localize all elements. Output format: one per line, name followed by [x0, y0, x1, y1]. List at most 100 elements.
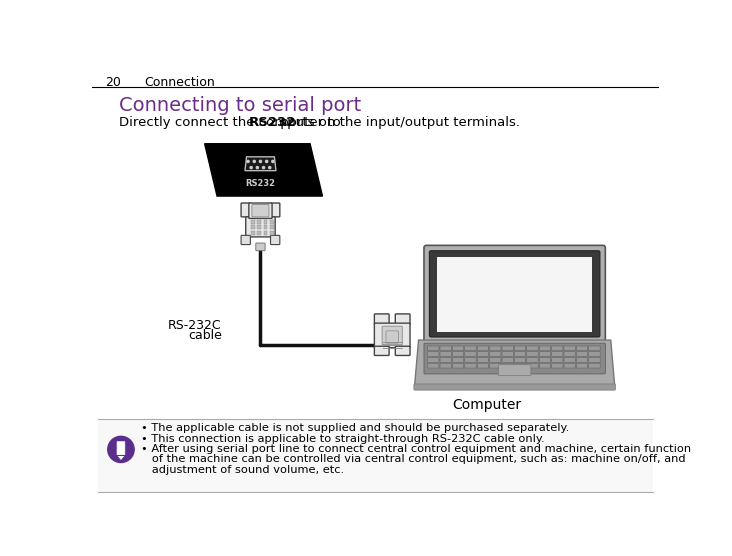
FancyBboxPatch shape [465, 358, 476, 363]
Text: Directly connect the computer to: Directly connect the computer to [119, 116, 346, 129]
Circle shape [269, 166, 271, 168]
FancyBboxPatch shape [427, 352, 439, 356]
FancyBboxPatch shape [527, 352, 538, 356]
FancyBboxPatch shape [498, 365, 531, 375]
FancyBboxPatch shape [440, 358, 452, 363]
Text: adjustment of sound volume, etc.: adjustment of sound volume, etc. [141, 465, 344, 475]
FancyBboxPatch shape [271, 235, 280, 245]
FancyBboxPatch shape [424, 245, 605, 342]
FancyBboxPatch shape [246, 217, 275, 237]
FancyBboxPatch shape [527, 346, 538, 351]
FancyBboxPatch shape [452, 358, 464, 363]
FancyBboxPatch shape [465, 352, 476, 356]
Circle shape [247, 160, 249, 162]
Circle shape [266, 160, 268, 162]
FancyBboxPatch shape [515, 363, 526, 368]
FancyBboxPatch shape [271, 203, 280, 217]
FancyBboxPatch shape [589, 363, 600, 368]
Text: Computer: Computer [452, 398, 521, 412]
FancyBboxPatch shape [564, 352, 575, 356]
FancyBboxPatch shape [264, 220, 267, 224]
FancyBboxPatch shape [270, 225, 274, 229]
FancyBboxPatch shape [386, 331, 398, 343]
FancyBboxPatch shape [589, 358, 600, 363]
FancyBboxPatch shape [576, 346, 588, 351]
FancyBboxPatch shape [564, 358, 575, 363]
FancyBboxPatch shape [440, 352, 452, 356]
Text: ports on the input/output terminals.: ports on the input/output terminals. [276, 116, 520, 129]
FancyBboxPatch shape [477, 363, 488, 368]
FancyBboxPatch shape [270, 220, 274, 224]
FancyBboxPatch shape [264, 225, 267, 229]
Circle shape [108, 436, 134, 463]
FancyBboxPatch shape [515, 358, 526, 363]
FancyBboxPatch shape [527, 363, 538, 368]
FancyBboxPatch shape [264, 231, 267, 235]
FancyBboxPatch shape [564, 346, 575, 351]
FancyBboxPatch shape [427, 358, 439, 363]
Circle shape [272, 160, 274, 162]
FancyBboxPatch shape [490, 346, 501, 351]
FancyBboxPatch shape [465, 346, 476, 351]
FancyBboxPatch shape [395, 314, 410, 325]
FancyBboxPatch shape [539, 363, 550, 368]
FancyBboxPatch shape [452, 352, 464, 356]
FancyBboxPatch shape [490, 352, 501, 356]
FancyBboxPatch shape [477, 352, 488, 356]
FancyBboxPatch shape [539, 358, 550, 363]
FancyBboxPatch shape [437, 257, 592, 332]
Bar [97, 419, 653, 492]
FancyBboxPatch shape [414, 384, 616, 390]
Circle shape [263, 166, 265, 168]
FancyBboxPatch shape [440, 363, 452, 368]
FancyBboxPatch shape [477, 358, 488, 363]
FancyBboxPatch shape [452, 363, 464, 368]
FancyBboxPatch shape [539, 352, 550, 356]
Text: RS232: RS232 [249, 116, 296, 129]
Text: 20: 20 [105, 76, 122, 89]
FancyBboxPatch shape [440, 346, 452, 351]
Circle shape [259, 160, 261, 162]
FancyBboxPatch shape [515, 352, 526, 356]
FancyBboxPatch shape [251, 220, 255, 224]
FancyBboxPatch shape [502, 363, 513, 368]
Polygon shape [117, 441, 125, 459]
FancyBboxPatch shape [255, 243, 265, 251]
Text: Connecting to serial port: Connecting to serial port [119, 96, 362, 115]
FancyBboxPatch shape [430, 251, 600, 337]
FancyBboxPatch shape [589, 352, 600, 356]
Text: • This connection is applicable to straight-through RS-232C cable only.: • This connection is applicable to strai… [141, 434, 545, 444]
Polygon shape [205, 143, 323, 196]
FancyBboxPatch shape [249, 203, 272, 219]
FancyBboxPatch shape [424, 343, 605, 374]
Text: RS232: RS232 [245, 179, 275, 188]
FancyBboxPatch shape [502, 346, 513, 351]
FancyBboxPatch shape [539, 346, 550, 351]
FancyBboxPatch shape [515, 346, 526, 351]
FancyBboxPatch shape [589, 346, 600, 351]
Text: • The applicable cable is not supplied and should be purchased separately.: • The applicable cable is not supplied a… [141, 423, 569, 433]
FancyBboxPatch shape [251, 231, 255, 235]
FancyBboxPatch shape [576, 352, 588, 356]
FancyBboxPatch shape [374, 346, 389, 355]
FancyBboxPatch shape [576, 363, 588, 368]
FancyBboxPatch shape [465, 363, 476, 368]
Text: cable: cable [188, 329, 222, 342]
FancyBboxPatch shape [490, 358, 501, 363]
FancyBboxPatch shape [552, 363, 563, 368]
FancyBboxPatch shape [502, 352, 513, 356]
Polygon shape [245, 157, 276, 171]
FancyBboxPatch shape [251, 225, 255, 229]
FancyBboxPatch shape [576, 358, 588, 363]
Text: Connection: Connection [144, 76, 215, 89]
FancyBboxPatch shape [490, 363, 501, 368]
Text: RS-232C: RS-232C [168, 319, 222, 331]
FancyBboxPatch shape [452, 346, 464, 351]
FancyBboxPatch shape [241, 203, 250, 217]
Text: of the machine can be controlled via central control equipment, such as: machine: of the machine can be controlled via cen… [141, 454, 686, 464]
FancyBboxPatch shape [427, 363, 439, 368]
Circle shape [250, 166, 253, 168]
Polygon shape [414, 340, 615, 385]
FancyBboxPatch shape [374, 314, 389, 325]
FancyBboxPatch shape [270, 231, 274, 235]
